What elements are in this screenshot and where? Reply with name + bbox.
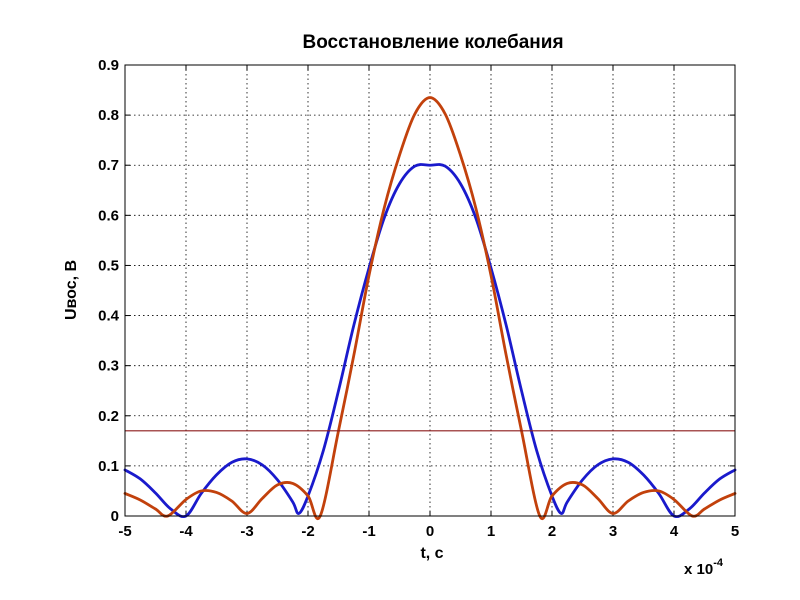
x-tick-label: -3 <box>240 523 253 540</box>
plot-frame <box>124 64 736 517</box>
grid <box>125 65 735 516</box>
x-tick-label: 4 <box>670 523 679 540</box>
x-tick-label: 3 <box>609 523 617 540</box>
x-tick-label: 0 <box>426 523 434 540</box>
y-tick-label: 0.3 <box>98 358 119 375</box>
x-tick-label: -1 <box>362 523 375 540</box>
y-tick-labels: 0 0.1 0.2 0.3 0.4 0.5 0.6 0.7 0.8 0.9 <box>98 57 120 525</box>
y-tick-label: 0 <box>111 508 119 525</box>
series-line-2 <box>123 96 737 520</box>
x-tick-label: 2 <box>548 523 556 540</box>
series-line-1 <box>123 163 737 518</box>
y-tick-label: 0.5 <box>98 257 119 274</box>
x-axis-label: t, c <box>420 545 443 562</box>
x-tick-label: -4 <box>179 523 193 540</box>
x-tick-label: -2 <box>301 523 314 540</box>
x-tick-label: -5 <box>118 523 131 540</box>
x-multiplier-base: x 10 <box>684 561 713 578</box>
x-multiplier-exponent: -4 <box>713 557 724 569</box>
y-tick-label: 0.2 <box>98 408 119 425</box>
chart-title: Восстановление колебания <box>302 32 563 53</box>
x-multiplier: x 10-4 <box>684 557 724 578</box>
x-tick-labels: -5 -4 -3 -2 -1 0 1 2 3 4 5 <box>118 523 739 540</box>
y-tick-label: 0.7 <box>98 157 119 174</box>
y-tick-label: 0.8 <box>98 107 119 124</box>
series-layer <box>123 96 737 520</box>
x-tick-label: 5 <box>731 523 739 540</box>
y-axis-label: Uвос, В <box>63 260 80 320</box>
y-tick-label: 0.6 <box>98 207 119 224</box>
axis-ticks <box>124 64 736 517</box>
y-tick-label: 0.9 <box>98 57 119 74</box>
y-tick-label: 0.1 <box>98 458 119 475</box>
y-tick-label: 0.4 <box>98 308 120 325</box>
x-tick-label: 1 <box>487 523 495 540</box>
